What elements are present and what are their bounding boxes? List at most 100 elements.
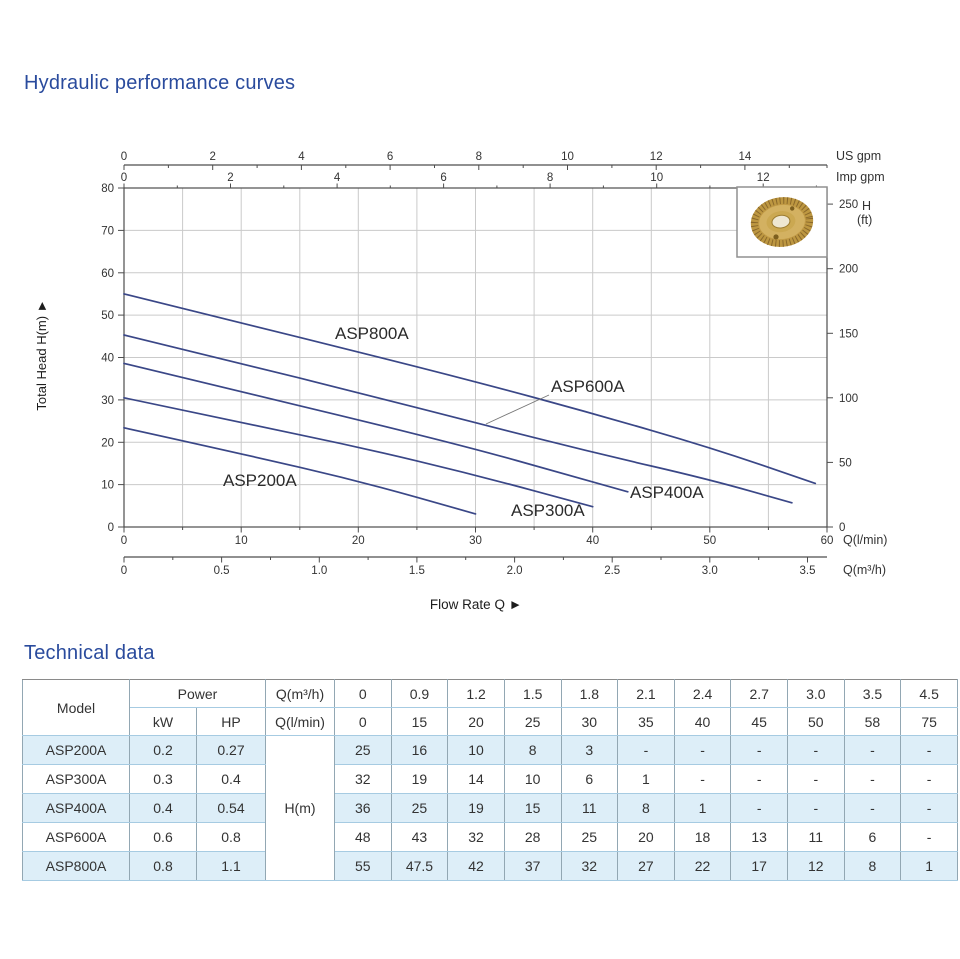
head-value-cell: 8 (503, 735, 562, 765)
flow-value-m3h: 2.4 (673, 679, 732, 708)
tick-label-us-gpm: 0 (121, 151, 127, 163)
tick-label-imp-gpm: 6 (440, 172, 446, 184)
model-cell: ASP400A (22, 793, 130, 823)
tick-label-head-m: 0 (108, 522, 114, 534)
head-value-cell: - (843, 764, 902, 794)
col-header-hp: HP (196, 707, 266, 736)
table-row-ASP400A: ASP400A 0.4 0.54 36 25 19 15 11 8 1- - - - (22, 793, 958, 823)
kw-cell: 0.4 (129, 793, 197, 823)
kw-cell: 0.3 (129, 764, 197, 794)
tick-label-q-lmin: 50 (703, 535, 716, 547)
h-m-header-cell: H(m) (265, 735, 335, 881)
head-value-cell: 36 (334, 793, 392, 823)
tick-label-head-m: 10 (101, 480, 114, 492)
head-value-cell: 8 (843, 851, 902, 881)
axis-unit-imp-gpm: Imp gpm (836, 170, 885, 184)
head-value-cell: 32 (560, 851, 619, 881)
head-value-cell: - (900, 793, 958, 823)
axis-unit-us-gpm: US gpm (836, 149, 881, 163)
tick-label-head-m: 40 (101, 353, 114, 365)
curve-ASP800A (123, 293, 817, 485)
head-value-cell: 12 (787, 851, 845, 881)
tick-label-imp-gpm: 0 (121, 172, 127, 184)
curve-ASP400A (123, 362, 629, 493)
col-header-model: Model (22, 679, 130, 736)
tick-label-head-m: 20 (101, 437, 114, 449)
flow-value-lmin: 0 (334, 707, 392, 736)
hp-cell: 0.4 (196, 764, 266, 794)
tick-label-us-gpm: 6 (387, 151, 393, 163)
model-cell: ASP300A (22, 764, 130, 794)
tick-label-q-m3h: 2.0 (507, 565, 523, 577)
tick-label-q-m3h: 1.5 (409, 565, 425, 577)
head-value-cell: 27 (617, 851, 675, 881)
technical-data-table: Model Power Q(m³/h) 0 0.9 1.2 1.5 1.8 2.1 2.4 2.7 3… (22, 679, 958, 881)
curve-ASP300A (123, 396, 594, 508)
head-value-cell: 47.5 (390, 851, 449, 881)
axis-unit-q-lmin: Q(l/min) (843, 533, 887, 547)
head-value-cell: - (730, 793, 788, 823)
head-value-cell: 1 (900, 851, 958, 881)
head-value-cell: 16 (390, 735, 449, 765)
impeller-photo (736, 186, 828, 258)
curve-label-ASP400A: ASP400A (630, 483, 704, 502)
table-row-ASP800A: ASP800A 0.8 1.1 55 47.5 42 37 32 27 22 17 12 8 1 (22, 851, 958, 881)
tick-label-head-ft: 200 (839, 264, 858, 276)
flow-value-lmin: 58 (843, 707, 902, 736)
tick-label-head-ft: 50 (839, 457, 852, 469)
tick-label-us-gpm: 12 (650, 151, 663, 163)
head-value-cell: 20 (617, 822, 675, 852)
head-value-cell: - (787, 764, 845, 794)
flow-value-lmin: 20 (447, 707, 505, 736)
head-value-cell: 1 (617, 764, 675, 794)
tick-label-us-gpm: 10 (561, 151, 574, 163)
head-value-cell: 8 (617, 793, 675, 823)
tick-label-head-m: 70 (101, 225, 114, 237)
curve-label-ASP200A: ASP200A (223, 471, 297, 490)
head-value-cell: 25 (560, 822, 619, 852)
flow-value-lmin: 35 (617, 707, 675, 736)
flow-value-m3h: 2.1 (617, 679, 675, 708)
kw-cell: 0.6 (129, 822, 197, 852)
flow-value-m3h: 4.5 (900, 679, 958, 708)
tick-label-q-lmin: 60 (821, 535, 834, 547)
flow-value-lmin: 40 (673, 707, 732, 736)
head-value-cell: 43 (390, 822, 449, 852)
tick-label-q-m3h: 2.5 (604, 565, 620, 577)
tick-label-us-gpm: 2 (209, 151, 215, 163)
kw-cell: 0.2 (129, 735, 197, 765)
performance-chart: 0 2 4 6 8 10 12 14 US gpm 0 2 4 6 8 10 12 Imp gpm 80 70 60 5… (101, 149, 887, 577)
tick-label-q-m3h: 0.5 (214, 565, 230, 577)
section-title: Technical data (24, 642, 155, 664)
tick-label-imp-gpm: 10 (650, 172, 663, 184)
curve-ASP600A (123, 334, 793, 504)
model-cell: ASP200A (22, 735, 130, 765)
tick-label-q-lmin: 30 (469, 535, 482, 547)
flow-value-lmin: 30 (560, 707, 619, 736)
axis-unit-head-ft: (ft) (857, 213, 872, 227)
col-header-power: Power (129, 679, 266, 708)
tick-label-head-ft: 250 (839, 199, 858, 211)
head-value-cell: - (730, 735, 788, 765)
table-row-ASP600A: ASP600A 0.6 0.8 48 43 32 28 25 20 18 13 11 6- (22, 822, 958, 852)
head-value-cell: 13 (730, 822, 788, 852)
kw-cell: 0.8 (129, 851, 197, 881)
tick-label-head-m: 80 (101, 183, 114, 195)
head-value-cell: - (900, 735, 958, 765)
hp-cell: 1.1 (196, 851, 266, 881)
flow-value-m3h: 1.2 (447, 679, 505, 708)
col-header-q-lmin: Q(l/min) (265, 707, 335, 736)
head-value-cell: 6 (560, 764, 619, 794)
tick-label-q-m3h: 0 (121, 565, 127, 577)
x-axis-title: Flow Rate Q ► (429, 597, 523, 612)
head-value-cell: 32 (447, 822, 505, 852)
axis-unit-q-m3h: Q(m³/h) (843, 563, 886, 577)
tick-label-imp-gpm: 2 (227, 172, 233, 184)
tick-label-head-m: 30 (101, 395, 114, 407)
technical-data-table-wrap: Model Power Q(m³/h) 0 0.9 1.2 1.5 1.8 2.1 2.4 2.7 3… (22, 679, 958, 881)
head-value-cell: 18 (673, 822, 732, 852)
tick-label-q-m3h: 1.0 (311, 565, 327, 577)
curve-ASP200A (123, 426, 477, 515)
flow-value-m3h: 1.5 (503, 679, 562, 708)
